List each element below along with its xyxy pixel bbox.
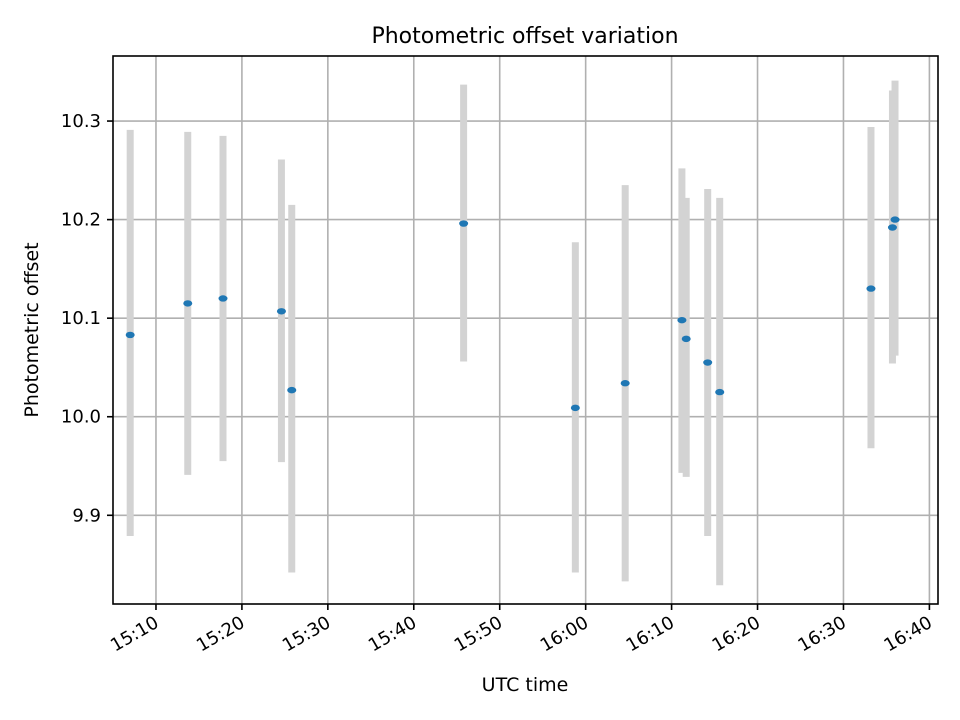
data-point	[715, 388, 725, 396]
data-point	[183, 300, 193, 307]
x-tick-label: 16:10	[623, 612, 678, 656]
plot-frame	[112, 55, 939, 605]
x-tick-label: 15:20	[193, 612, 248, 656]
x-tick-label: 16:30	[795, 612, 850, 656]
y-tick-label: 10.1	[61, 308, 101, 329]
data-point	[287, 386, 297, 394]
x-axis-label: UTC time	[482, 674, 569, 696]
data-point	[677, 316, 687, 324]
data-point	[681, 335, 691, 343]
data-point	[620, 380, 630, 387]
x-tick-label: 15:50	[451, 612, 506, 656]
grid-layer	[113, 56, 938, 604]
data-point	[887, 224, 897, 231]
x-tick-label: 15:10	[107, 612, 162, 656]
chart-title: Photometric offset variation	[371, 24, 678, 49]
x-tick-label: 15:30	[279, 612, 334, 656]
data-point	[866, 285, 876, 292]
y-tick-label: 10.0	[61, 407, 101, 428]
data-point	[218, 295, 228, 302]
tick-layer: 15:10 15:20 15:30 15:40 15:50 16:00 16:10 16:20…	[61, 111, 936, 656]
y-tick-label: 10.2	[61, 210, 101, 231]
y-tick-label: 10.3	[61, 111, 101, 132]
y-axis-label: Photometric offset	[21, 242, 43, 417]
data-point	[459, 220, 469, 227]
y-tick-label: 9.9	[72, 505, 101, 526]
data-point	[570, 404, 580, 412]
x-tick-label: 16:20	[709, 612, 764, 656]
data-point	[276, 308, 286, 315]
x-tick-label: 15:40	[365, 612, 420, 656]
data-point	[703, 359, 713, 366]
errorbar-layer	[126, 80, 899, 586]
x-tick-label: 16:00	[537, 612, 592, 656]
data-point	[125, 331, 135, 339]
x-tick-label: 16:40	[880, 612, 935, 656]
data-point	[890, 216, 900, 223]
point-layer	[125, 216, 900, 412]
